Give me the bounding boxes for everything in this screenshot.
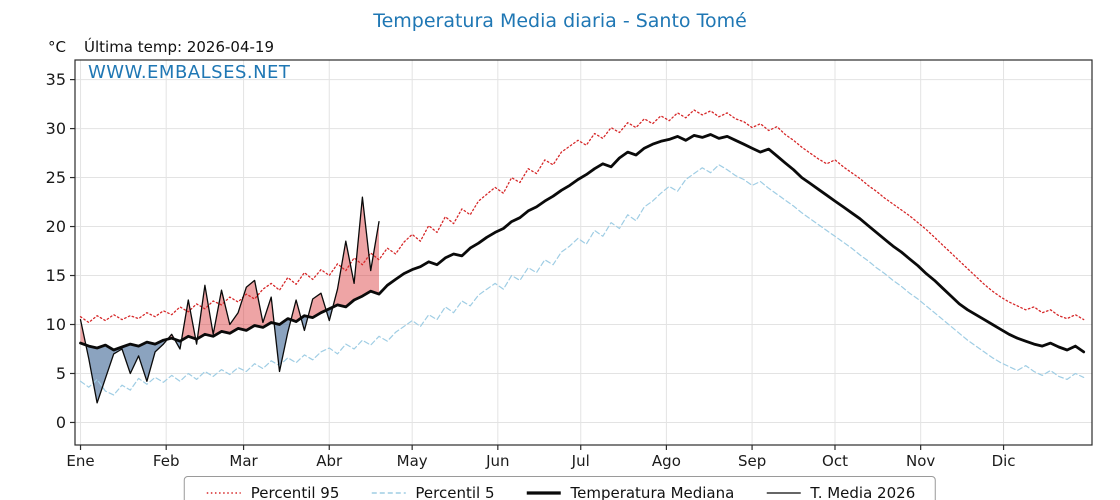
t-media-2026-line-icon — [766, 492, 801, 494]
legend-item-media-2026: T. Media 2026 — [764, 484, 915, 500]
y-axis-unit-label: °C — [48, 38, 66, 56]
svg-text:Feb: Feb — [153, 452, 180, 470]
svg-text:25: 25 — [46, 168, 66, 187]
legend-label-percentil-5: Percentil 5 — [415, 484, 495, 500]
legend-item-mediana: Temperatura Mediana — [524, 484, 734, 500]
svg-text:May: May — [397, 452, 428, 470]
svg-text:15: 15 — [46, 266, 66, 285]
svg-text:30: 30 — [46, 119, 66, 138]
percentil-5-line-icon — [371, 492, 406, 494]
svg-text:Nov: Nov — [906, 452, 935, 470]
svg-text:10: 10 — [46, 315, 66, 334]
chart-title: Temperatura Media diaria - Santo Tomé — [373, 10, 747, 32]
last-temp-label: Última temp: 2026-04-19 — [84, 38, 275, 56]
svg-text:Jun: Jun — [485, 452, 509, 470]
legend-label-mediana: Temperatura Mediana — [570, 484, 735, 500]
svg-text:Sep: Sep — [738, 452, 766, 470]
svg-text:Jul: Jul — [571, 452, 590, 470]
svg-text:Dic: Dic — [992, 452, 1016, 470]
legend-label-media-2026: T. Media 2026 — [810, 484, 916, 500]
svg-text:20: 20 — [46, 217, 66, 236]
svg-text:0: 0 — [56, 413, 66, 432]
svg-text:Ago: Ago — [652, 452, 681, 470]
svg-text:Ene: Ene — [66, 452, 94, 470]
legend-label-percentil-95: Percentil 95 — [250, 484, 340, 500]
temperatura-mediana-line-icon — [526, 491, 561, 495]
svg-text:Abr: Abr — [316, 452, 343, 470]
chart-legend: Percentil 95 Percentil 5 Temperatura Med… — [183, 476, 937, 500]
legend-item-percentil-95: Percentil 95 — [205, 484, 340, 500]
svg-text:Mar: Mar — [229, 452, 258, 470]
svg-text:5: 5 — [56, 364, 66, 383]
svg-text:Oct: Oct — [822, 452, 848, 470]
svg-text:35: 35 — [46, 70, 66, 89]
percentil-95-line-icon — [206, 492, 241, 494]
legend-item-percentil-5: Percentil 5 — [369, 484, 494, 500]
watermark-text: WWW.EMBALSES.NET — [88, 62, 291, 83]
